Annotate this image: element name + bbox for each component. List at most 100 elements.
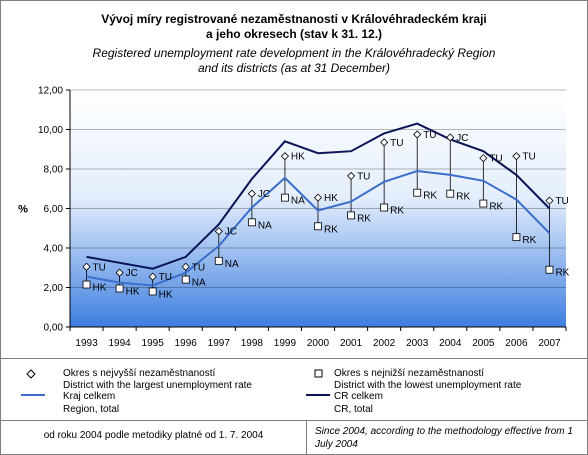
legend-symbols: [21, 369, 330, 396]
min-district-label: RK: [324, 224, 338, 235]
y-tick-label: 10,00: [38, 125, 63, 136]
chart-svg: 0,00 2,00 4,00 6,00 8,00 10,00 12,00% 1993 1994 1…: [18, 86, 570, 350]
series-line-cr: [86, 122, 551, 270]
chart-title-en-line2: and its districts (as at 31 December): [197, 61, 391, 75]
series-line-region: [86, 169, 551, 287]
chart-title-en-line1: Registered unemployment rate development…: [92, 46, 496, 60]
y-tick-label: 0,00: [44, 323, 64, 334]
max-point: [512, 152, 521, 161]
max-point: [347, 171, 356, 180]
max-district-label: TU: [192, 262, 205, 273]
max-point: [247, 189, 256, 198]
x-tick-label: 1999: [274, 338, 297, 349]
legend-max-marker-icon: [26, 369, 36, 379]
legend-min-marker-icon: [314, 369, 323, 378]
max-district-label: TU: [390, 138, 403, 149]
min-point: [148, 287, 157, 296]
legend-region-label: Kraj celkem: [63, 391, 116, 402]
x-tick-label: 1998: [241, 338, 264, 349]
max-district-label: TU: [423, 130, 436, 141]
legend-max-label: Okres s nejvyšší nezaměstnaností: [63, 368, 216, 379]
legend-min-label-en: District with the lowest unemployment ra…: [334, 380, 522, 391]
max-point: [214, 227, 223, 236]
min-district-label: RK: [357, 213, 371, 224]
x-tick-label: 2004: [439, 338, 462, 349]
x-tick-label: 1996: [175, 338, 198, 349]
y-axis-label: %: [18, 204, 28, 216]
max-point: [280, 152, 289, 161]
max-point: [413, 130, 422, 139]
chart-title-cz-line1: Vývoj míry registrované nezaměstnanosti …: [101, 12, 487, 26]
max-district-label: JC: [126, 268, 138, 279]
legend-region-label-en: Region, total: [63, 404, 120, 415]
min-district-label: RK: [390, 206, 404, 217]
x-tick-label: 2005: [472, 338, 495, 349]
x-tick-label: 2002: [373, 338, 396, 349]
min-district-label: RK: [456, 192, 470, 203]
legend-min-label: Okres s nejnižší nezaměstnaností: [334, 368, 485, 379]
min-district-label: HK: [159, 289, 173, 300]
min-point: [380, 203, 389, 212]
footnote-separator: [306, 421, 307, 454]
min-district-label: NA: [192, 278, 206, 289]
legend-cr-label: CR celkem: [334, 391, 383, 402]
max-district-label: TU: [555, 196, 568, 207]
x-tick-label: 1993: [75, 338, 98, 349]
max-point: [545, 196, 554, 205]
legend-max-label-en: District with the largest unemployment r…: [63, 380, 252, 391]
x-tick-label: 1995: [142, 338, 165, 349]
min-district-label: RK: [423, 191, 437, 202]
max-point: [181, 262, 190, 271]
legend-cr-label-en: CR, total: [334, 404, 373, 415]
max-point: [148, 272, 157, 281]
footnote-divider: [1, 420, 587, 421]
min-point: [181, 275, 190, 284]
min-district-label: RK: [522, 235, 536, 246]
y-tick-label: 12,00: [38, 86, 63, 97]
max-district-label: HK: [324, 193, 338, 204]
min-point: [413, 188, 422, 197]
min-district-label: NA: [258, 220, 272, 231]
min-point: [314, 222, 322, 231]
x-tick-label: 2007: [538, 338, 561, 349]
y-tick-label: 8,00: [44, 165, 64, 176]
max-district-label: JC: [225, 227, 237, 238]
y-tick-label: 4,00: [44, 244, 64, 255]
min-district-label: NA: [291, 196, 305, 207]
min-district-label: HK: [126, 286, 140, 297]
max-point: [82, 262, 91, 271]
x-tick-label: 2003: [406, 338, 429, 349]
min-point: [512, 233, 521, 242]
min-point: [214, 256, 223, 265]
max-district-label: JC: [258, 189, 270, 200]
max-district-label: JC: [456, 133, 468, 144]
x-tick-label: 2000: [307, 338, 330, 349]
max-point: [479, 154, 488, 163]
max-district-label: TU: [522, 152, 535, 163]
chart-title-cz-line2: a jeho okresech (stav k 31. 12.): [205, 27, 383, 41]
min-point: [446, 189, 455, 198]
footnote-cz: od roku 2004 podle metodiky platné od 1.…: [43, 430, 264, 441]
max-district-label: TU: [159, 272, 172, 283]
max-point: [115, 268, 124, 277]
min-point: [115, 284, 124, 293]
max-district-label: TU: [357, 171, 370, 182]
max-district-label: HK: [291, 152, 305, 163]
y-tick-label: 6,00: [44, 204, 64, 215]
min-district-label: NA: [225, 259, 239, 270]
min-district-label: HK: [93, 283, 107, 294]
max-point: [313, 193, 323, 202]
min-point: [545, 265, 554, 274]
min-district-label: RK: [489, 202, 503, 213]
max-point: [446, 133, 455, 142]
min-district-label: RK: [555, 268, 569, 279]
x-tick-label: 1994: [108, 338, 131, 349]
min-point: [281, 193, 289, 202]
min-point: [247, 218, 256, 227]
max-district-label: TU: [93, 262, 106, 273]
footnote-en: Since 2004, according to the methodology…: [315, 426, 573, 450]
min-point: [82, 280, 91, 289]
min-point: [479, 199, 488, 208]
x-tick-label: 1997: [208, 338, 231, 349]
